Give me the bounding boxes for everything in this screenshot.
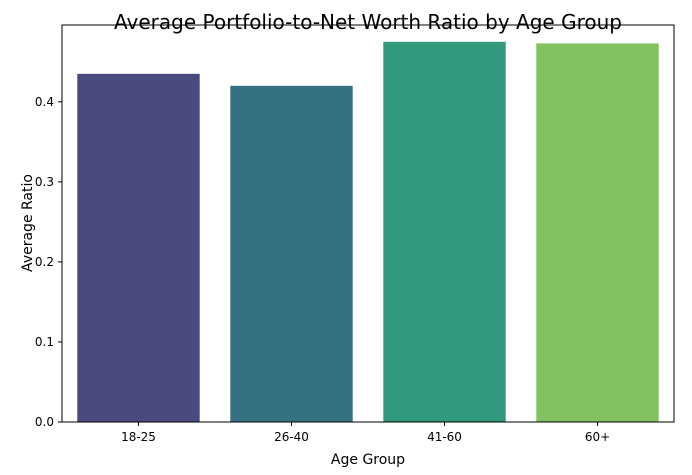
x-tick-label: 26-40 — [274, 430, 309, 444]
bar-60+ — [536, 43, 659, 422]
bars-group — [77, 41, 659, 423]
y-tick-label: 0.4 — [35, 95, 54, 109]
y-tick-label: 0.2 — [35, 255, 54, 269]
y-axis-ticks: 0.0 0.1 0.2 0.3 0.4 — [35, 95, 62, 429]
y-tick-label: 0.1 — [35, 335, 54, 349]
bar-18-25 — [77, 73, 200, 422]
x-axis-label: Age Group — [331, 452, 405, 468]
x-axis-ticks: 18-25 26-40 41-60 60+ — [121, 422, 610, 444]
y-axis-label: Average Ratio — [20, 174, 36, 272]
plot-frame — [61, 24, 675, 423]
bar-41-60 — [383, 41, 506, 423]
chart-title: Average Portfolio-to-Net Worth Ratio by … — [114, 10, 622, 34]
y-tick-label: 0.0 — [35, 415, 54, 429]
bar-26-40 — [230, 85, 353, 422]
x-tick-label: 41-60 — [427, 430, 462, 444]
x-tick-label: 60+ — [585, 430, 610, 444]
x-tick-label: 18-25 — [121, 430, 156, 444]
y-tick-label: 0.3 — [35, 175, 54, 189]
